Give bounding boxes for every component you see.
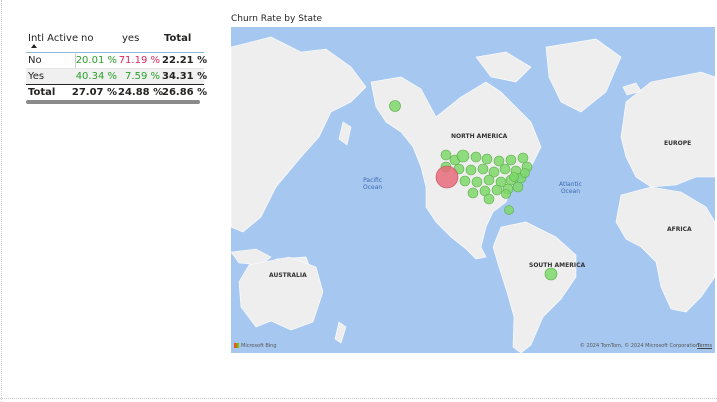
- bubble-state: [459, 175, 471, 187]
- south-america-landmass: [492, 221, 577, 353]
- label-south-america: SOUTH AMERICA: [529, 262, 586, 269]
- label-pacific-ocean: Pacific Ocean: [363, 177, 382, 191]
- cell-yes: 7.59 %: [125, 71, 160, 82]
- row-label: Yes: [28, 71, 45, 82]
- bubble-state: [499, 163, 511, 175]
- bubble-state: [517, 152, 529, 164]
- bubble-state: [470, 151, 482, 163]
- table-row[interactable]: No 20.01 % 71.19 % 22.21 %: [26, 53, 208, 69]
- total-label: Total: [28, 87, 56, 98]
- bubble-state: [491, 184, 503, 196]
- label-atlantic-line2: Ocean: [560, 188, 581, 195]
- canvas-left-border: [1, 0, 2, 402]
- top-glyph: ʼ: [264, 0, 267, 3]
- row-header-divider: [75, 52, 76, 82]
- bubble-state: [481, 153, 493, 165]
- map-visual[interactable]: NORTH AMERICA SOUTH AMERICA EUROPE AFRIC…: [231, 27, 715, 353]
- label-europe: EUROPE: [664, 140, 692, 147]
- iceland-landmass: [622, 82, 642, 96]
- label-pacific-line1: Pacific: [363, 177, 383, 184]
- matrix-scrollbar[interactable]: [26, 100, 200, 104]
- total-row: Total 27.07 % 24.88 % 26.86 %: [26, 84, 208, 100]
- matrix-visual[interactable]: Intl Active no yes Total No 20.01 % 71.1…: [26, 28, 208, 100]
- bubble-state: [483, 193, 495, 205]
- label-atlantic-ocean: Atlantic Ocean: [559, 181, 582, 195]
- bubble-state: [477, 163, 489, 175]
- cell-no: 20.01 %: [75, 55, 117, 66]
- australia-landmass: [238, 256, 324, 331]
- sort-ascending-icon[interactable]: [31, 44, 37, 48]
- bubble-california-high: [435, 165, 459, 189]
- churn-bubbles: [389, 100, 558, 281]
- bubble-state: [488, 166, 500, 178]
- asia-landmass: [231, 36, 367, 233]
- bubble-state: [471, 176, 483, 188]
- col-header-yes[interactable]: yes: [122, 33, 140, 44]
- nz-landmass: [334, 321, 347, 344]
- total-total: 26.86 %: [162, 87, 208, 98]
- table-row[interactable]: Yes 40.34 % 7.59 % 34.31 %: [26, 69, 208, 84]
- col-header-no[interactable]: no: [81, 33, 94, 44]
- row-header-intl-active[interactable]: Intl Active: [28, 33, 79, 44]
- microsoft-logo-icon: [234, 343, 239, 348]
- cell-yes: 71.19 %: [118, 55, 160, 66]
- label-africa: AFRICA: [667, 226, 692, 233]
- europe-landmass: [620, 71, 715, 188]
- label-north-america: NORTH AMERICA: [451, 133, 508, 140]
- terms-link[interactable]: Terms: [697, 343, 712, 349]
- world-map[interactable]: [231, 27, 715, 353]
- bing-logo: Microsoft Bing: [234, 343, 277, 349]
- map-copyright: © 2024 TomTom, © 2024 Microsoft Corporat…: [579, 343, 699, 349]
- bubble-state: [465, 164, 477, 176]
- bubble-south-america: [544, 267, 558, 281]
- col-header-total[interactable]: Total: [164, 33, 192, 44]
- bubble-state: [512, 181, 524, 193]
- bubble-state: [509, 172, 519, 182]
- row-label: No: [28, 55, 42, 66]
- map-title: Churn Rate by State: [231, 14, 323, 24]
- bubble-state: [483, 174, 495, 186]
- bubble-state: [501, 189, 511, 199]
- canvas-bottom-border: [0, 398, 717, 399]
- bubble-state: [440, 149, 452, 161]
- japan-landmass: [338, 121, 352, 146]
- label-atlantic-line1: Atlantic: [559, 181, 582, 188]
- cell-total: 34.31 %: [162, 71, 208, 82]
- bing-logo-text: Microsoft Bing: [241, 343, 277, 349]
- arctic-islands-landmass: [475, 51, 532, 83]
- label-pacific-line2: Ocean: [363, 184, 383, 191]
- bubble-state: [493, 155, 505, 167]
- bubble-state: [520, 168, 530, 178]
- bubble-state: [505, 154, 517, 166]
- cell-total: 22.21 %: [162, 55, 208, 66]
- label-australia: AUSTRALIA: [269, 272, 307, 279]
- bubble-florida: [504, 205, 514, 215]
- bubble-alaska: [389, 100, 401, 112]
- greenland-landmass: [545, 38, 622, 113]
- bubble-state: [456, 149, 470, 163]
- total-no: 27.07 %: [71, 87, 117, 98]
- cell-no: 40.34 %: [75, 71, 117, 82]
- africa-landmass: [615, 186, 715, 313]
- matrix-header-row: Intl Active no yes Total: [26, 28, 204, 53]
- bubble-state: [467, 187, 479, 199]
- total-yes: 24.88 %: [118, 87, 164, 98]
